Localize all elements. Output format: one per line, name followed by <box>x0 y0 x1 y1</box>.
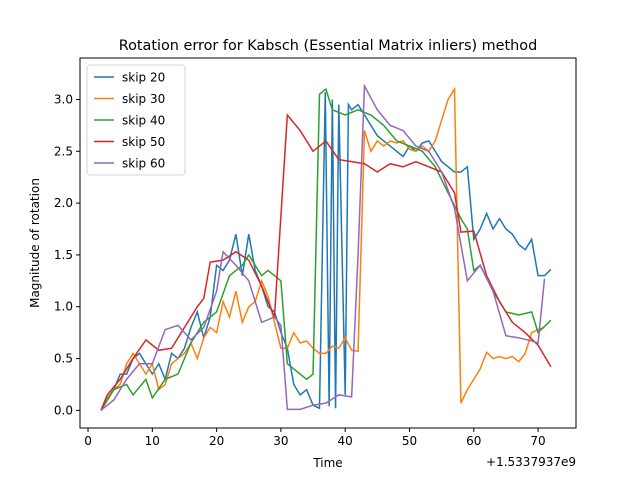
series-line <box>100 87 552 411</box>
y-tick-label: 2.0 <box>54 196 73 210</box>
x-tick-label: 60 <box>466 434 481 448</box>
y-tick-label: 2.5 <box>54 144 73 158</box>
x-tick-label: 70 <box>530 434 545 448</box>
x-tick-label: 0 <box>84 434 92 448</box>
x-tick-label: 30 <box>273 434 288 448</box>
x-tick-label: 50 <box>402 434 417 448</box>
x-tick-label: 40 <box>338 434 353 448</box>
y-tick-label: 0.0 <box>54 403 73 417</box>
y-axis-label: Magnitude of rotation <box>28 178 42 308</box>
x-tick-label: 20 <box>209 434 224 448</box>
legend-label: skip 40 <box>122 114 165 128</box>
y-tick-label: 3.0 <box>54 92 73 106</box>
legend-label: skip 30 <box>122 92 165 106</box>
x-offset-text: +1.5337937e9 <box>486 455 576 469</box>
legend-label: skip 50 <box>122 135 165 149</box>
chart-title: Rotation error for Kabsch (Essential Mat… <box>119 38 538 54</box>
y-tick-label: 1.0 <box>54 300 73 314</box>
legend-label: skip 20 <box>122 71 165 85</box>
series-line <box>100 113 552 411</box>
legend-box <box>86 64 186 176</box>
y-tick-label: 1.5 <box>54 248 73 262</box>
x-tick-label: 10 <box>145 434 160 448</box>
x-axis-label: Time <box>312 456 342 470</box>
series-line <box>100 86 545 411</box>
y-tick-label: 0.5 <box>54 352 73 366</box>
series-line <box>100 83 546 411</box>
legend-label: skip 60 <box>122 157 165 171</box>
